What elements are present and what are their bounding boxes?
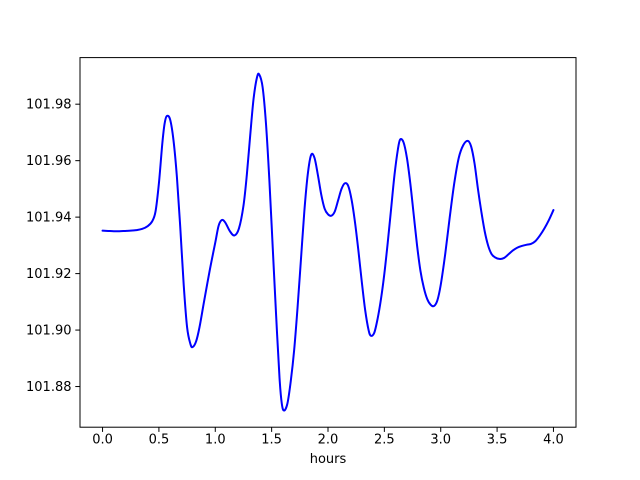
x-tick-label: 1.0: [205, 433, 226, 448]
y-tick-label: 101.92: [26, 267, 72, 282]
axes-background: [80, 57, 576, 428]
x-tick-label: 4.0: [543, 433, 564, 448]
x-tick-label: 2.5: [374, 433, 395, 448]
y-tick-label: 101.96: [26, 154, 72, 169]
y-tick-label: 101.88: [26, 380, 72, 395]
water-depth-line: [101, 72, 555, 412]
plot-box: [79, 57, 577, 428]
x-axis-label: hours: [309, 452, 347, 467]
y-tick-label: 101.98: [26, 98, 72, 113]
x-tick-label: 2.0: [318, 433, 339, 448]
x-tick-label: 0.5: [149, 433, 170, 448]
x-tick-label: 3.0: [430, 433, 451, 448]
y-tick-label: 101.94: [26, 211, 72, 226]
x-tick-label: 0.0: [92, 433, 113, 448]
x-tick-label: 1.5: [261, 433, 282, 448]
x-tick-label: 3.5: [487, 433, 508, 448]
y-tick-label: 101.90: [26, 324, 72, 339]
